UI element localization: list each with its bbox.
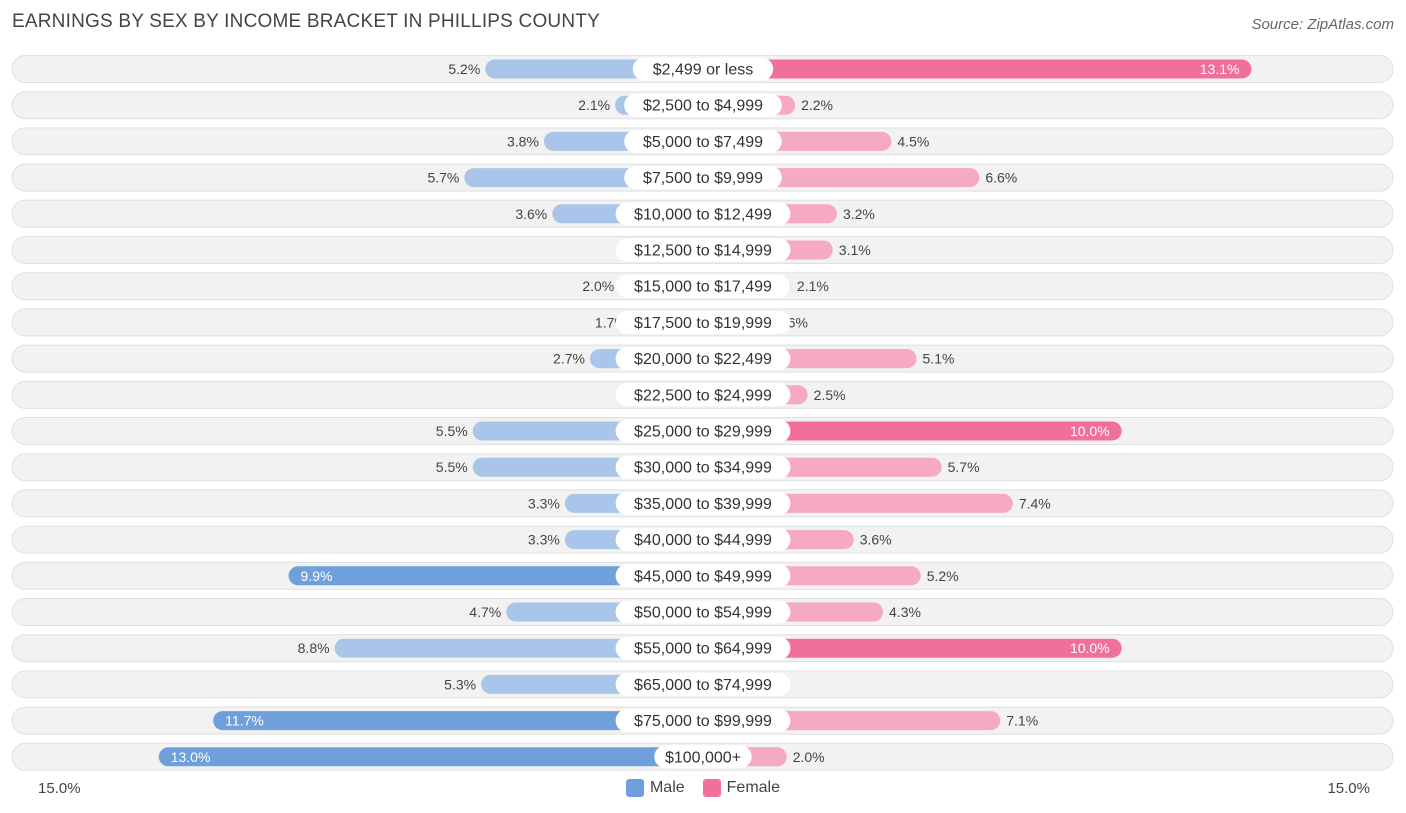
legend-item-male[interactable]: Male: [625, 779, 685, 797]
axis-left-label: 15.0%: [38, 780, 81, 797]
female-value-label: 3.1%: [839, 242, 871, 258]
male-value-label: 11.7%: [225, 713, 264, 729]
category-pill: [615, 419, 791, 443]
male-value-label: 5.2%: [448, 61, 480, 77]
male-value-label: 2.7%: [553, 351, 585, 367]
female-bar[interactable]: [703, 59, 1252, 79]
category-label: $30,000 to $34,999: [634, 460, 772, 477]
female-bar[interactable]: [703, 638, 1122, 658]
category-pill: [632, 57, 774, 81]
male-value-label: 2.1%: [578, 97, 610, 113]
male-bar[interactable]: [288, 566, 703, 586]
male-value-label: 3.3%: [528, 532, 560, 548]
category-pill: [615, 202, 791, 226]
category-pill: [615, 347, 791, 371]
female-value-label: 2.0%: [793, 749, 825, 765]
category-pill: [624, 129, 782, 153]
male-bar[interactable]: [158, 747, 703, 767]
female-value-label: 5.1%: [923, 351, 955, 367]
female-value-label: 2.1%: [797, 278, 829, 294]
female-bar[interactable]: [703, 421, 1122, 441]
male-value-label: 3.3%: [528, 495, 560, 511]
female-value-label: 2.2%: [801, 97, 833, 113]
male-value-label: 3.6%: [515, 206, 547, 222]
female-value-label: 13.1%: [1200, 61, 1240, 77]
category-label: $25,000 to $29,999: [634, 424, 772, 441]
category-pill: [615, 672, 791, 696]
legend: Male Female: [0, 779, 1406, 797]
female-value-label: 6.6%: [985, 170, 1017, 186]
category-pill: [615, 564, 791, 588]
category-label: $2,499 or less: [653, 62, 754, 79]
category-label: $22,500 to $24,999: [634, 387, 772, 404]
category-pill: [615, 310, 791, 334]
category-pill: [615, 491, 791, 515]
male-swatch-icon: [625, 779, 644, 797]
category-label: $65,000 to $74,999: [634, 677, 772, 694]
category-pill: [615, 383, 791, 407]
male-value-label: 8.8%: [298, 640, 330, 656]
female-value-label: 7.4%: [1019, 495, 1051, 511]
category-label: $15,000 to $17,499: [634, 279, 772, 296]
category-pill: [654, 745, 752, 769]
category-label: $40,000 to $44,999: [634, 532, 772, 549]
category-label: $100,000+: [665, 749, 741, 766]
category-pill: [615, 600, 791, 624]
category-label: $5,000 to $7,499: [643, 134, 763, 151]
chart-title: EARNINGS BY SEX BY INCOME BRACKET IN PHI…: [12, 11, 600, 32]
male-value-label: 5.7%: [427, 170, 459, 186]
category-label: $12,500 to $14,999: [634, 243, 772, 260]
female-value-label: 5.2%: [927, 568, 959, 584]
female-value-label: 4.3%: [889, 604, 921, 620]
category-label: $17,500 to $19,999: [634, 315, 772, 332]
female-value-label: 10.0%: [1070, 640, 1110, 656]
category-pill: [624, 166, 782, 190]
category-label: $10,000 to $12,499: [634, 206, 772, 223]
male-value-label: 9.9%: [301, 568, 333, 584]
category-label: $20,000 to $22,499: [634, 351, 772, 368]
male-value-label: 4.7%: [469, 604, 501, 620]
male-bar[interactable]: [334, 638, 703, 658]
source-label: Source: ZipAtlas.com: [1251, 16, 1394, 33]
category-label: $45,000 to $49,999: [634, 568, 772, 585]
female-swatch-icon: [702, 779, 721, 797]
legend-male-label: Male: [649, 779, 685, 796]
legend-item-female[interactable]: Female: [702, 779, 781, 797]
male-value-label: 5.5%: [436, 423, 468, 439]
category-pill: [624, 93, 782, 117]
category-label: $7,500 to $9,999: [643, 170, 763, 187]
female-value-label: 2.5%: [814, 387, 846, 403]
category-label: $2,500 to $4,999: [643, 98, 763, 115]
category-pill: [615, 274, 791, 298]
category-label: $75,000 to $99,999: [634, 713, 772, 730]
female-value-label: 7.1%: [1006, 713, 1038, 729]
axis-right-label: 15.0%: [1327, 780, 1370, 797]
category-pill: [615, 636, 791, 660]
category-pill: [615, 528, 791, 552]
category-pill: [615, 455, 791, 479]
male-value-label: 2.0%: [582, 278, 614, 294]
male-value-label: 5.5%: [436, 459, 468, 475]
female-value-label: 4.5%: [897, 133, 929, 149]
female-value-label: 3.6%: [860, 532, 892, 548]
female-value-label: 5.7%: [948, 459, 980, 475]
category-label: $35,000 to $39,999: [634, 496, 772, 513]
female-value-label: 3.2%: [843, 206, 875, 222]
category-label: $55,000 to $64,999: [634, 641, 772, 658]
male-value-label: 5.3%: [444, 676, 476, 692]
legend-female-label: Female: [726, 779, 781, 796]
male-value-label: 3.8%: [507, 133, 539, 149]
male-bar[interactable]: [213, 711, 703, 731]
female-value-label: 10.0%: [1070, 423, 1110, 439]
category-pill: [615, 238, 791, 262]
category-pill: [615, 709, 791, 733]
category-label: $50,000 to $54,999: [634, 605, 772, 622]
male-value-label: 13.0%: [171, 749, 211, 765]
